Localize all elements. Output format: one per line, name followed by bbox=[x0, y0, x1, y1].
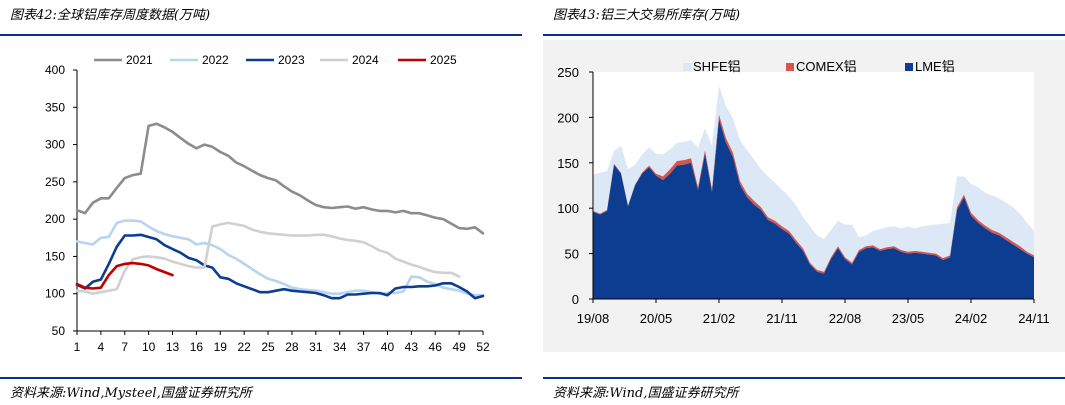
left-source-note: 资料来源:Wind,Mysteel,国盛证券研究所 bbox=[10, 386, 252, 401]
left-x-tick-label: 28 bbox=[285, 340, 299, 354]
left-series-line-2022 bbox=[75, 219, 485, 297]
right-legend-label-SHFE铝: SHFE铝 bbox=[693, 59, 741, 74]
left-legend-label-2025: 2025 bbox=[430, 53, 457, 67]
left-chart-title: 图表42:全球铝库存周度数据(万吨) bbox=[10, 8, 211, 23]
right-top-rule bbox=[543, 34, 1065, 36]
right-y-tick-label: 0 bbox=[572, 292, 579, 307]
right-chart-title: 图表43:铝三大交易所库存(万吨) bbox=[553, 8, 741, 23]
left-x-tick-label: 19 bbox=[214, 340, 228, 354]
right-legend-swatch-SHFE铝 bbox=[683, 63, 691, 71]
left-series-line-2025 bbox=[75, 261, 174, 290]
left-y-tick-label: 50 bbox=[52, 324, 66, 338]
left-x-tick-label: 4 bbox=[98, 340, 105, 354]
left-x-tick-label: 16 bbox=[190, 340, 204, 354]
left-x-tick-label: 31 bbox=[309, 340, 323, 354]
left-bottom-rule bbox=[0, 377, 522, 379]
right-legend-label-LME铝: LME铝 bbox=[915, 59, 955, 74]
left-series-line-2021 bbox=[75, 122, 485, 235]
left-x-tick-label: 52 bbox=[476, 340, 490, 354]
left-x-tick-label: 7 bbox=[121, 340, 128, 354]
right-panel: 图表43:铝三大交易所库存(万吨) 0 50 100 150 200 250 19/08 20… bbox=[543, 0, 1065, 405]
right-x-tick-label: 24/11 bbox=[1018, 311, 1050, 326]
left-y-tick-label: 350 bbox=[45, 100, 65, 114]
left-x-tick-label: 13 bbox=[166, 340, 180, 354]
right-x-tick-label: 20/05 bbox=[640, 311, 673, 326]
left-top-rule bbox=[0, 34, 522, 36]
left-legend-label-2023: 2023 bbox=[278, 53, 305, 67]
right-area-SHFE铝 bbox=[593, 85, 1034, 272]
left-y-tick-label: 250 bbox=[45, 175, 65, 189]
left-legend-label-2022: 2022 bbox=[202, 53, 229, 67]
right-x-tick-label: 22/08 bbox=[829, 311, 862, 326]
left-x-tick-label: 25 bbox=[261, 340, 275, 354]
right-x-tick-label: 21/11 bbox=[766, 311, 798, 326]
right-y-tick-label: 50 bbox=[565, 247, 579, 262]
left-panel: 图表42:全球铝库存周度数据(万吨) 50 100 150 200 250 300 350 4… bbox=[0, 0, 522, 405]
right-bottom-rule bbox=[543, 377, 1065, 379]
left-x-tick-label: 10 bbox=[142, 340, 156, 354]
left-series-line-2023 bbox=[75, 233, 485, 300]
left-x-tick-label: 46 bbox=[429, 340, 443, 354]
left-y-tick-label: 150 bbox=[45, 249, 65, 263]
right-y-tick-label: 250 bbox=[557, 65, 579, 80]
left-line-chart: 50 100 150 200 250 300 350 400 1 4 7 10 13 16 19 22 25 28… bbox=[45, 53, 490, 354]
right-x-tick-label: 21/02 bbox=[703, 311, 736, 326]
left-x-tick-label: 22 bbox=[237, 340, 251, 354]
right-x-tick-label: 24/02 bbox=[955, 311, 988, 326]
left-y-tick-label: 400 bbox=[45, 63, 65, 77]
right-legend-label-COMEX铝: COMEX铝 bbox=[796, 59, 857, 74]
left-series-line-2024 bbox=[75, 221, 461, 296]
left-x-tick-label: 43 bbox=[405, 340, 419, 354]
right-area-chart: 0 50 100 150 200 250 19/08 20/05 21/02 21/11 22/08… bbox=[557, 59, 1050, 326]
right-x-tick-label: 23/05 bbox=[892, 311, 925, 326]
left-legend-label-2021: 2021 bbox=[126, 53, 153, 67]
left-y-tick-label: 100 bbox=[45, 287, 65, 301]
right-legend-swatch-LME铝 bbox=[905, 63, 913, 71]
left-y-tick-label: 300 bbox=[45, 138, 65, 152]
right-x-tick-label: 19/08 bbox=[577, 311, 610, 326]
left-y-tick-label: 200 bbox=[45, 212, 65, 226]
left-legend-label-2024: 2024 bbox=[352, 53, 379, 67]
left-x-tick-label: 49 bbox=[452, 340, 466, 354]
right-source-note: 资料来源:Wind,国盛证券研究所 bbox=[553, 386, 739, 401]
left-x-tick-label: 1 bbox=[74, 340, 81, 354]
left-x-tick-label: 37 bbox=[357, 340, 371, 354]
right-y-tick-label: 100 bbox=[557, 201, 579, 216]
right-y-tick-label: 200 bbox=[557, 110, 579, 125]
left-x-tick-label: 34 bbox=[333, 340, 347, 354]
right-legend-swatch-COMEX铝 bbox=[786, 63, 794, 71]
left-x-tick-label: 40 bbox=[381, 340, 395, 354]
right-y-tick-label: 150 bbox=[557, 156, 579, 171]
right-area-LME铝 bbox=[593, 119, 1034, 299]
